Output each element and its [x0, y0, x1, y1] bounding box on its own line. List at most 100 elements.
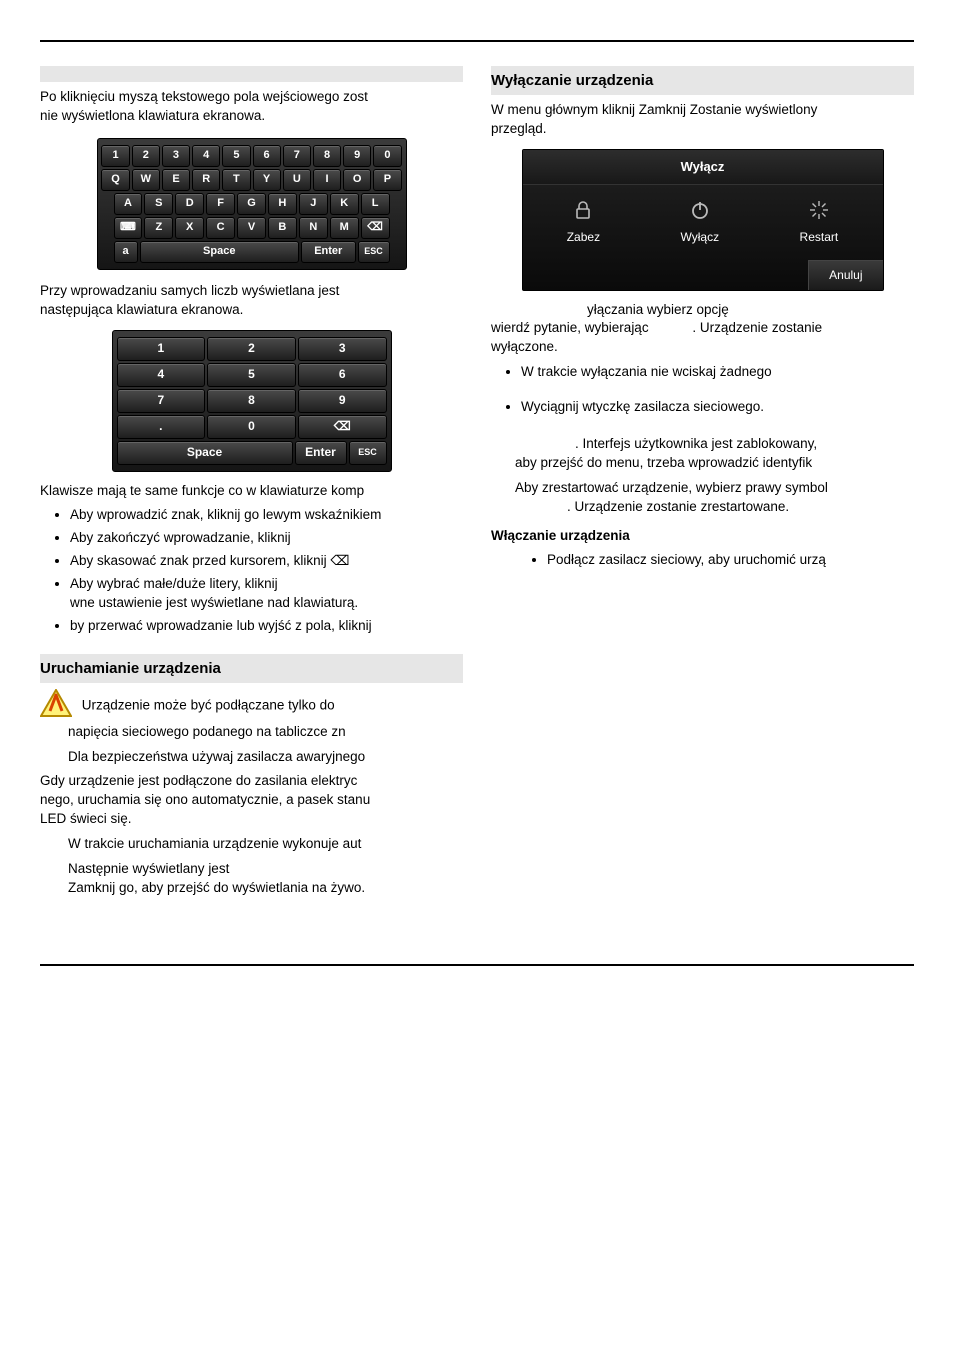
kb-key[interactable]: 3 [162, 145, 190, 167]
right-column: Wyłączanie urządzenia W menu głównym kli… [491, 66, 914, 904]
text: Wyłączanie urządzenia [491, 72, 653, 89]
option-label: Restart [800, 229, 839, 246]
kb-key[interactable]: 1 [101, 145, 129, 167]
kb-key-space[interactable]: Space [117, 441, 293, 465]
kb-key-esc[interactable]: ESC [349, 441, 387, 465]
kb-key[interactable]: 5 [207, 363, 296, 387]
two-column-layout: Po kliknięciu myszą tekstowego pola wejś… [40, 66, 914, 904]
kb-key[interactable]: U [283, 169, 311, 191]
list-item: W trakcie wyłączania nie wciskaj żadnego [521, 363, 914, 382]
kb-key[interactable]: 6 [253, 145, 281, 167]
text: nie wyświetlona klawiatura ekranowa. [40, 108, 265, 123]
kb-key[interactable]: 3 [298, 337, 387, 361]
kb-key[interactable]: 8 [207, 389, 296, 413]
kb-key[interactable]: O [343, 169, 371, 191]
kb-key[interactable]: 8 [313, 145, 341, 167]
kb-key[interactable]: 0 [373, 145, 401, 167]
kb-key[interactable]: A [114, 193, 143, 215]
text: Aby skasować znak przed kursorem, klikni… [70, 553, 349, 568]
kb-key[interactable]: G [237, 193, 266, 215]
cancel-button[interactable]: Anuluj [808, 260, 882, 290]
kb-key[interactable]: N [299, 217, 328, 239]
paragraph: Klawisze mają te same funkcje co w klawi… [40, 482, 463, 501]
kb-row: 7 8 9 [117, 389, 387, 413]
kb-key[interactable]: F [206, 193, 235, 215]
kb-key[interactable]: 7 [283, 145, 311, 167]
kb-key-backspace[interactable]: ⌫ [298, 415, 387, 439]
text: Wyciągnij wtyczkę zasilacza sieciowego. [521, 399, 764, 414]
kb-key[interactable]: Z [144, 217, 173, 239]
kb-key[interactable]: X [175, 217, 204, 239]
lock-icon [572, 199, 594, 221]
dialog-option-restart[interactable]: Restart [800, 199, 839, 246]
kb-key[interactable]: I [313, 169, 341, 191]
kb-key[interactable]: 1 [117, 337, 206, 361]
kb-key[interactable]: 0 [207, 415, 296, 439]
kb-key-esc[interactable]: ESC [358, 241, 390, 263]
kb-key[interactable]: 7 [117, 389, 206, 413]
text: Podłącz zasilacz sieciowy, aby uruchomić… [547, 552, 826, 567]
warning-icon [40, 689, 72, 723]
kb-key[interactable]: Q [101, 169, 129, 191]
kb-key[interactable]: R [192, 169, 220, 191]
kb-key[interactable]: 2 [132, 145, 160, 167]
kb-key[interactable]: B [268, 217, 297, 239]
kb-key[interactable]: Y [253, 169, 281, 191]
kb-key-enter[interactable]: Enter [301, 241, 356, 263]
text: Aby zakończyć wprowadzanie, kliknij [70, 530, 291, 545]
kb-key[interactable]: S [144, 193, 173, 215]
kb-key[interactable]: 4 [192, 145, 220, 167]
warning-block: Urządzenie może być podłączane tylko do … [40, 689, 463, 742]
kb-key[interactable]: H [268, 193, 297, 215]
kb-key[interactable]: 9 [343, 145, 371, 167]
kb-key-backspace[interactable]: ⌫ [361, 217, 390, 239]
text: wne ustawienie jest wyświetlane nad klaw… [70, 595, 358, 610]
document-page: Po kliknięciu myszą tekstowego pola wejś… [40, 40, 914, 966]
kb-key[interactable]: 2 [207, 337, 296, 361]
paragraph: Następnie wyświetlany jest Zamknij go, a… [68, 860, 463, 898]
bullet-list: W trakcie wyłączania nie wciskaj żadnego… [491, 363, 914, 417]
kb-key[interactable]: M [330, 217, 359, 239]
kb-key[interactable]: E [162, 169, 190, 191]
header-rule [40, 40, 914, 42]
dialog-option-shutdown[interactable]: Wyłącz [681, 199, 720, 246]
text: Zamknij go, aby przejść do wyświetlania … [68, 880, 365, 895]
kb-key[interactable]: V [237, 217, 266, 239]
kb-key[interactable]: 6 [298, 363, 387, 387]
text: Dla bezpieczeństwa używaj zasilacza awar… [68, 748, 463, 767]
kb-key[interactable]: . [117, 415, 206, 439]
text: . Interfejs użytkownika jest zablokowany… [575, 436, 817, 451]
list-item: Podłącz zasilacz sieciowy, aby uruchomić… [547, 551, 914, 570]
kb-key[interactable]: P [373, 169, 401, 191]
text: Następnie wyświetlany jest [68, 861, 229, 876]
dialog-option-lock[interactable]: Zabez [567, 199, 600, 246]
kb-key[interactable]: J [299, 193, 328, 215]
kb-key[interactable]: 4 [117, 363, 206, 387]
kb-key-symbol[interactable]: ⌨ [114, 217, 143, 239]
kb-key-case[interactable]: a [114, 241, 138, 263]
kb-key[interactable]: D [175, 193, 204, 215]
kb-key[interactable]: T [222, 169, 250, 191]
kb-key[interactable]: W [132, 169, 160, 191]
power-icon [689, 199, 711, 221]
dialog-footer: Anuluj [523, 260, 883, 290]
kb-row: . 0 ⌫ [117, 415, 387, 439]
kb-key[interactable]: K [330, 193, 359, 215]
list-item: Wyciągnij wtyczkę zasilacza sieciowego. [521, 398, 914, 417]
kb-key-space[interactable]: Space [140, 241, 300, 263]
kb-row: 1 2 3 4 5 6 7 8 9 0 [102, 145, 402, 167]
kb-key[interactable]: 9 [298, 389, 387, 413]
text: nego, uruchamia się ono automatycznie, a… [40, 792, 370, 807]
sub-section-title: Włączanie urządzenia [491, 527, 914, 546]
paragraph: . Interfejs użytkownika jest zablokowany… [491, 435, 914, 473]
kb-key-enter[interactable]: Enter [295, 441, 347, 465]
paragraph: Gdy urządzenie jest podłączone do zasila… [40, 772, 463, 829]
kb-row: ⌨ Z X C V B N M ⌫ [102, 217, 402, 239]
section-title: Uruchamianie urządzenia [40, 654, 463, 683]
option-label: Wyłącz [681, 229, 720, 246]
kb-key[interactable]: 5 [222, 145, 250, 167]
text: yłączania wybierz opcję [587, 302, 729, 317]
section-title: Wyłączanie urządzenia [491, 66, 914, 95]
kb-key[interactable]: C [206, 217, 235, 239]
kb-key[interactable]: L [361, 193, 390, 215]
